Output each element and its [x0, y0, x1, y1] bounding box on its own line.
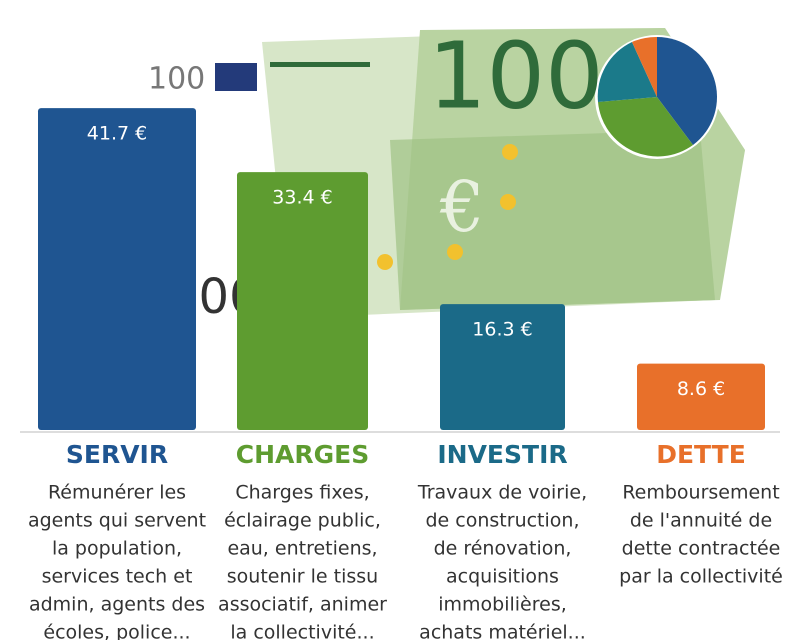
- banknote-label: 100: [148, 62, 205, 97]
- banknote-pie: [595, 35, 719, 159]
- description-line: de construction,: [426, 510, 580, 532]
- description-line: de l'annuité de: [630, 510, 772, 532]
- description-line: de rénovation,: [434, 538, 572, 560]
- bar: [440, 304, 565, 430]
- description-line: achats matériel...: [419, 622, 586, 640]
- description-line: par la collectivité: [619, 566, 783, 588]
- description-line: acquisitions: [446, 566, 559, 588]
- description-line: Charges fixes,: [235, 482, 369, 504]
- value-label: 33.4 €: [272, 187, 332, 209]
- banknote-panel: [390, 130, 715, 310]
- description-line: immobilières,: [438, 594, 567, 616]
- euro-sign: €: [439, 166, 485, 248]
- bar: [38, 108, 196, 431]
- value-label: 41.7 €: [87, 123, 147, 145]
- category-label: CHARGES: [236, 440, 369, 469]
- description-line: écoles, police...: [43, 622, 190, 640]
- banknote-flag: [215, 63, 257, 91]
- description-line: eau, entretiens,: [227, 538, 377, 560]
- category-label: DETTE: [656, 440, 746, 469]
- value-label: 8.6 €: [677, 378, 725, 400]
- category-label: INVESTIR: [437, 440, 567, 469]
- description-line: dette contractée: [622, 538, 781, 560]
- banknote-stripe: [270, 62, 370, 67]
- description-line: la collectivité...: [230, 622, 374, 640]
- stars: [377, 144, 518, 270]
- bar: [637, 363, 765, 430]
- value-label: 16.3 €: [472, 319, 532, 341]
- description-line: agents qui servent: [28, 510, 206, 532]
- banknote: € 100 100 100: [148, 22, 745, 325]
- description-line: Remboursement: [622, 482, 779, 504]
- description-line: services tech et: [42, 566, 193, 588]
- banknote-label: 100: [428, 22, 604, 129]
- description-line: associatif, animer: [218, 594, 387, 616]
- bar: [237, 172, 368, 431]
- description-line: soutenir le tissu: [227, 566, 378, 588]
- category-label: SERVIR: [66, 440, 168, 469]
- description-line: éclairage public,: [224, 510, 381, 532]
- description-line: Travaux de voirie,: [417, 482, 587, 504]
- description-line: admin, agents des: [29, 594, 205, 616]
- description-line: la population,: [52, 538, 182, 560]
- description-line: Rémunérer les: [48, 482, 186, 504]
